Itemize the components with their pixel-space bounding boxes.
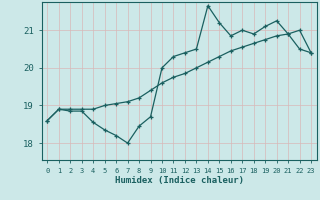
X-axis label: Humidex (Indice chaleur): Humidex (Indice chaleur) [115,176,244,185]
